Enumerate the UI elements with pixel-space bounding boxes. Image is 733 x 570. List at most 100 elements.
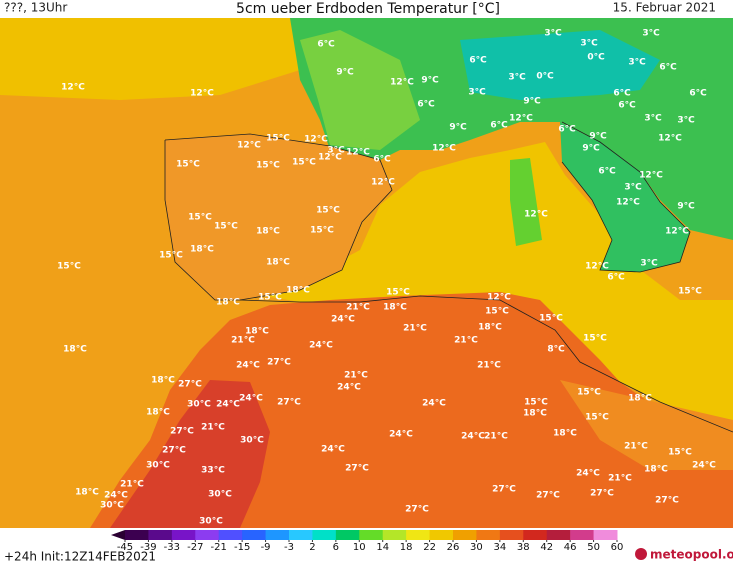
temp-label: 18°C [75, 488, 99, 498]
temp-label: 3°C [544, 29, 562, 39]
temp-label: 18°C [245, 327, 269, 337]
temp-label: 15°C [316, 206, 340, 216]
temp-label: 24°C [576, 469, 600, 479]
temp-label: 6°C [613, 89, 631, 99]
temp-label: 9°C [421, 76, 439, 86]
colorbar-segment [546, 530, 571, 540]
temp-label: 18°C [628, 394, 652, 404]
temp-label: 15°C [386, 288, 410, 298]
temp-label: 15°C [583, 334, 607, 344]
temp-label: 21°C [120, 480, 144, 490]
temp-label: 12°C [390, 78, 414, 88]
temp-label: 9°C [449, 123, 467, 133]
colorbar-segment [171, 530, 196, 540]
colorbar-tick-label: 46 [564, 542, 577, 553]
temp-label: 21°C [484, 432, 508, 442]
temp-label: 15°C [214, 222, 238, 232]
temp-label: 9°C [589, 132, 607, 142]
temp-label: 18°C [151, 376, 175, 386]
colorbar-segment [242, 530, 267, 540]
temp-label: 6°C [689, 89, 707, 99]
colorbar-tick-label: -33 [164, 542, 180, 553]
temp-label: 0°C [587, 53, 605, 63]
temp-label: 30°C [187, 400, 211, 410]
temp-label: 6°C [607, 273, 625, 283]
temp-label: 12°C [318, 153, 342, 163]
temp-label: 24°C [309, 341, 333, 351]
temp-label: 6°C [417, 100, 435, 110]
libya [560, 380, 733, 470]
temp-label: 18°C [553, 429, 577, 439]
temp-label: 24°C [331, 315, 355, 325]
colorbar-tick-label: -45 [117, 542, 133, 553]
temp-label: 15°C [292, 158, 316, 168]
coastline [239, 295, 733, 433]
temp-label: 8°C [547, 345, 565, 355]
temp-label: 15°C [176, 160, 200, 170]
temp-label: 15°C [188, 213, 212, 223]
temp-label: 9°C [523, 97, 541, 107]
temp-label: 24°C [337, 383, 361, 393]
temp-label: 3°C [640, 259, 658, 269]
colorbar-segment [335, 530, 360, 540]
colorbar-tick-label: 6 [333, 542, 339, 553]
temp-label: 15°C [524, 398, 548, 408]
temp-label: 3°C [327, 146, 345, 156]
temp-label: 21°C [344, 371, 368, 381]
temp-label: 3°C [508, 73, 526, 83]
temp-label: 21°C [454, 336, 478, 346]
colorbar-tick-label: -15 [234, 542, 250, 553]
temp-label: 15°C [256, 161, 280, 171]
temp-label: 9°C [582, 144, 600, 154]
temp-label: 3°C [624, 183, 642, 193]
colorbar-tick-label: 30 [470, 542, 483, 553]
run-label: ???, 13Uhr [4, 1, 67, 15]
colorbar-segment [406, 530, 431, 540]
temp-label: 3°C [644, 114, 662, 124]
temp-label: 27°C [655, 496, 679, 506]
temp-label: 18°C [63, 345, 87, 355]
temp-label: 6°C [490, 121, 508, 131]
temp-label: 27°C [277, 398, 301, 408]
temp-label: 12°C [371, 178, 395, 188]
colorbar-segment [593, 530, 618, 540]
temp-label: 30°C [100, 501, 124, 511]
init-label: +24h Init:12Z14FEB2021 [4, 550, 156, 564]
date-label: 15. Februar 2021 [613, 1, 716, 15]
temp-label: 27°C [590, 489, 614, 499]
temp-label: 15°C [310, 226, 334, 236]
colorbar-arrow [111, 530, 125, 540]
temp-label: 18°C [644, 465, 668, 475]
temp-label: 12°C [509, 114, 533, 124]
temp-label: 24°C [692, 461, 716, 471]
colorbar-tick-label: 10 [353, 542, 366, 553]
temp-label: 27°C [170, 427, 194, 437]
temp-label: 24°C [461, 432, 485, 442]
colorbar-tick-label: 18 [400, 542, 413, 553]
temp-label: 18°C [286, 286, 310, 296]
temp-label: 24°C [216, 400, 240, 410]
colorbar-segment [453, 530, 477, 540]
colorbar-segment [265, 530, 290, 540]
colorbar-segment [312, 530, 337, 540]
temp-label: 18°C [256, 227, 280, 237]
temp-label: 12°C [585, 262, 609, 272]
temp-label: 15°C [57, 262, 81, 272]
colorbar-tick-label: -21 [211, 542, 227, 553]
colorbar-segment [218, 530, 243, 540]
corsica-sardinia [510, 158, 542, 246]
iberia [165, 134, 392, 300]
colorbar-tick-label: 42 [540, 542, 553, 553]
colorbar-tick-label: -27 [187, 542, 203, 553]
italy [560, 122, 690, 272]
temp-label: 15°C [485, 307, 509, 317]
colorbar-segment [570, 530, 595, 540]
northwest-band [0, 18, 300, 100]
temp-label: 6°C [469, 56, 487, 66]
colorbar-tick-label: -9 [261, 542, 271, 553]
temp-label: 9°C [677, 202, 695, 212]
temp-label: 12°C [346, 148, 370, 158]
temp-label: 27°C [405, 505, 429, 515]
temp-label: 27°C [267, 358, 291, 368]
